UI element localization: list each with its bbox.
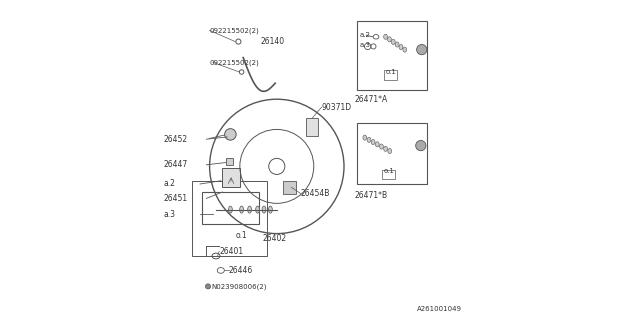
- Text: 26471*B: 26471*B: [355, 191, 388, 200]
- Ellipse shape: [399, 44, 403, 50]
- Ellipse shape: [269, 206, 273, 213]
- Text: N023908006(2): N023908006(2): [212, 283, 268, 290]
- Ellipse shape: [384, 146, 388, 151]
- Ellipse shape: [367, 137, 371, 142]
- Bar: [384, 70, 397, 80]
- Ellipse shape: [391, 39, 396, 44]
- Ellipse shape: [396, 42, 399, 47]
- Text: a.2: a.2: [163, 180, 175, 188]
- Ellipse shape: [403, 47, 407, 52]
- Ellipse shape: [384, 34, 388, 39]
- Bar: [357, 21, 428, 90]
- Ellipse shape: [256, 206, 260, 213]
- Text: 26451: 26451: [163, 194, 188, 203]
- Ellipse shape: [371, 140, 375, 145]
- Text: a.3: a.3: [360, 42, 371, 48]
- Ellipse shape: [240, 206, 243, 213]
- Text: 26454B: 26454B: [301, 189, 330, 198]
- Text: 26140: 26140: [261, 37, 285, 46]
- Text: 26447: 26447: [163, 160, 188, 169]
- Circle shape: [225, 129, 236, 140]
- Text: o.1: o.1: [236, 231, 247, 240]
- Text: a.3: a.3: [163, 210, 175, 219]
- Text: 26452: 26452: [163, 135, 188, 144]
- Bar: [283, 181, 296, 194]
- Circle shape: [205, 284, 211, 289]
- Text: o.1: o.1: [385, 69, 396, 75]
- Circle shape: [416, 140, 426, 151]
- Text: 092215502(2): 092215502(2): [210, 27, 259, 34]
- Bar: [192, 181, 268, 256]
- Bar: [357, 123, 428, 184]
- Text: o.1: o.1: [384, 168, 395, 174]
- Ellipse shape: [388, 148, 392, 154]
- Ellipse shape: [248, 206, 252, 213]
- Ellipse shape: [380, 144, 383, 149]
- Text: 26471*A: 26471*A: [355, 95, 388, 104]
- Ellipse shape: [228, 206, 232, 213]
- Text: 092215502(2): 092215502(2): [210, 59, 259, 66]
- Text: 26401: 26401: [219, 247, 243, 256]
- Ellipse shape: [375, 142, 380, 147]
- Text: A261001049: A261001049: [417, 306, 462, 312]
- FancyBboxPatch shape: [223, 168, 240, 187]
- Text: 90371D: 90371D: [322, 103, 352, 112]
- Bar: [202, 192, 259, 224]
- Bar: [306, 118, 319, 136]
- Bar: [226, 158, 233, 165]
- Ellipse shape: [388, 37, 392, 42]
- Text: 26402: 26402: [262, 234, 287, 243]
- Ellipse shape: [363, 135, 367, 140]
- Circle shape: [417, 44, 427, 55]
- Bar: [383, 170, 394, 179]
- Ellipse shape: [262, 206, 266, 213]
- Text: a.2: a.2: [360, 32, 371, 38]
- Text: 26446: 26446: [229, 266, 253, 275]
